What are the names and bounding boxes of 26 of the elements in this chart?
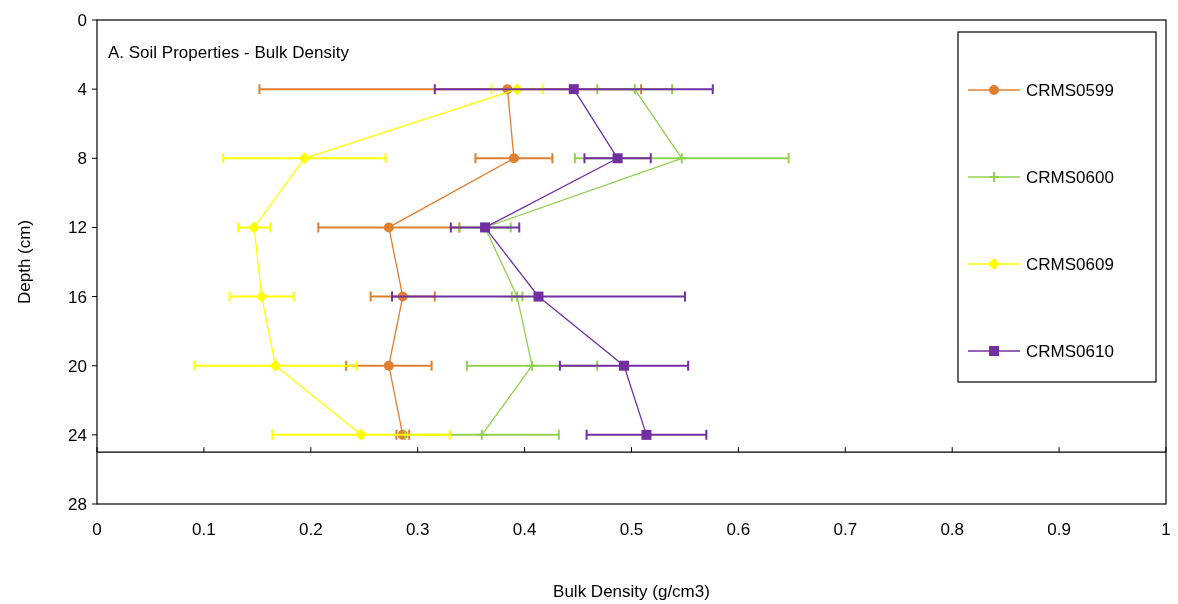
y-tick-label: 8	[77, 149, 87, 169]
legend-label: CRMS0610	[1026, 341, 1114, 361]
x-tick-label: 0	[92, 520, 102, 539]
legend-label: CRMS0609	[1026, 254, 1114, 274]
x-tick-label: 0.9	[1047, 520, 1071, 539]
y-axis-title: Depth (cm)	[15, 219, 34, 305]
x-tick-label: 0.1	[192, 520, 216, 539]
legend-label: CRMS0600	[1026, 167, 1114, 187]
x-tick-label: 0.8	[940, 520, 965, 539]
text: A. Soil Properties - Bulk Density	[108, 43, 350, 62]
y-tick-label: 28	[68, 494, 87, 514]
x-axis-title: Bulk Density (g/cm3)	[553, 582, 710, 601]
x-tick-label: 0.6	[726, 520, 751, 539]
y-tick-label: 24	[68, 425, 87, 445]
x-tick-label: 0.2	[298, 520, 323, 539]
y-tick-label: 12	[68, 218, 87, 238]
x-tick-label: 0.5	[619, 520, 644, 539]
y-tick-label: 0	[77, 10, 87, 30]
x-tick-label: 1	[1161, 520, 1171, 539]
x-tick-label: 0.3	[405, 520, 430, 539]
y-tick-label: 20	[68, 356, 87, 376]
legend-label: CRMS0599	[1026, 80, 1114, 100]
y-tick-label: 16	[68, 287, 87, 307]
y-tick-label: 4	[77, 80, 87, 100]
x-tick-label: 0.4	[512, 520, 537, 539]
x-tick-label: 0.7	[833, 520, 858, 539]
